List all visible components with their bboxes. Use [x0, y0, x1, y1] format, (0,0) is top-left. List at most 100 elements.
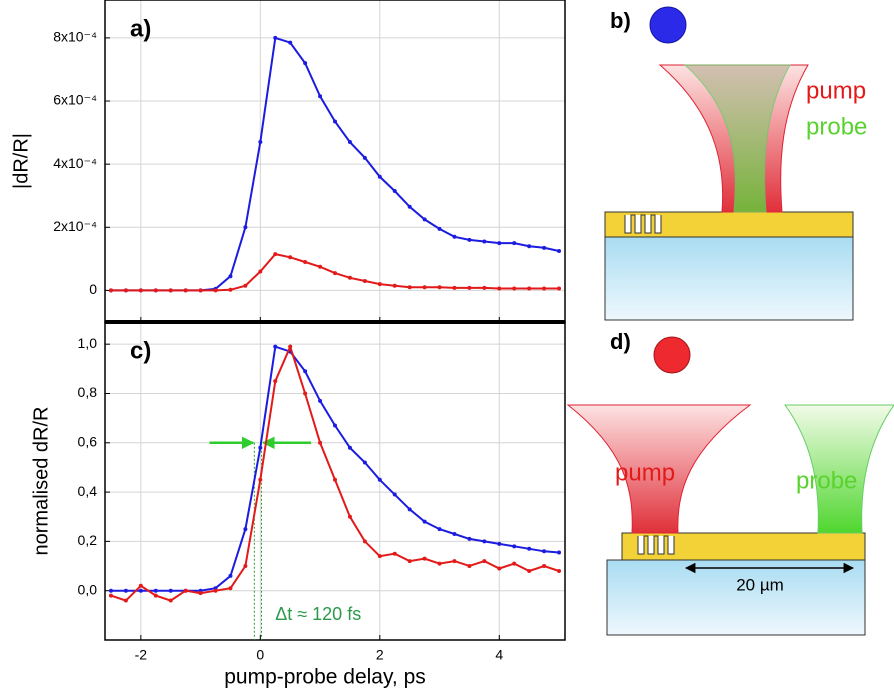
data-point — [258, 140, 263, 145]
data-point — [422, 217, 427, 222]
data-point — [347, 275, 352, 280]
series-group — [108, 343, 562, 603]
data-point — [422, 519, 427, 524]
data-point — [123, 288, 128, 293]
data-point — [392, 551, 397, 556]
data-point — [273, 344, 278, 349]
data-point — [168, 288, 173, 293]
data-point — [527, 546, 532, 551]
probe-label: probe — [796, 467, 857, 494]
data-point — [497, 541, 502, 546]
y-axis-label: |dR/R| — [10, 133, 32, 189]
data-point — [497, 566, 502, 571]
data-point — [318, 94, 323, 99]
grating — [637, 535, 675, 555]
data-point — [377, 174, 382, 179]
data-point — [273, 379, 278, 384]
data-point — [422, 556, 427, 561]
data-point — [318, 264, 323, 269]
x-tick-label: 0 — [256, 647, 264, 663]
y-axis-label: normalised dR/R — [30, 407, 52, 556]
data-point — [228, 287, 233, 292]
data-point — [153, 588, 158, 593]
y-tick-label: 8x10⁻⁴ — [53, 29, 97, 45]
data-point — [557, 248, 562, 253]
data-point — [198, 591, 203, 596]
data-point — [527, 286, 532, 291]
data-point — [228, 573, 233, 578]
data-point — [258, 477, 263, 482]
data-point — [377, 554, 382, 559]
data-point — [333, 477, 337, 482]
data-point — [273, 35, 278, 40]
data-point — [347, 445, 352, 450]
data-point — [482, 239, 487, 244]
x-tick-label: 2 — [376, 647, 384, 663]
data-point — [452, 559, 457, 564]
plot-area — [105, 0, 565, 322]
data-point — [362, 155, 367, 160]
y-tick-label: 0,6 — [78, 433, 98, 449]
data-point — [333, 423, 337, 428]
data-point — [467, 285, 472, 290]
data-point — [512, 561, 517, 566]
data-point — [108, 588, 113, 593]
data-point — [318, 398, 323, 403]
data-point — [437, 285, 442, 290]
data-point — [303, 391, 308, 396]
data-point — [422, 285, 427, 290]
data-point — [482, 285, 487, 290]
data-point — [407, 507, 412, 512]
y-tick-label: 0,8 — [78, 384, 98, 400]
data-point — [557, 550, 562, 555]
data-point — [183, 588, 188, 593]
data-point — [377, 282, 382, 287]
x-axis-label: pump-probe delay, ps — [224, 666, 426, 689]
red-dot — [653, 336, 691, 374]
data-point — [153, 593, 158, 598]
data-point — [452, 532, 457, 536]
data-point — [512, 241, 517, 246]
data-point — [467, 536, 472, 541]
data-point — [288, 344, 293, 349]
data-point — [228, 274, 233, 279]
data-point — [392, 283, 397, 288]
y-tick-label: 0,4 — [78, 483, 98, 499]
data-point — [527, 244, 532, 249]
data-point — [168, 598, 173, 603]
probe-beam — [784, 404, 894, 534]
y-tick-label: 0,0 — [78, 581, 98, 597]
data-point — [138, 288, 143, 293]
x-tick-label: -2 — [135, 647, 148, 663]
data-point — [108, 288, 113, 293]
data-point — [258, 445, 263, 450]
data-point — [168, 588, 173, 593]
y-tick-label: 6x10⁻⁴ — [53, 92, 97, 108]
panel-label: b) — [610, 8, 631, 33]
data-point — [243, 527, 248, 532]
data-point — [362, 539, 367, 544]
grating — [624, 214, 662, 234]
data-point — [288, 255, 293, 260]
data-point — [407, 559, 412, 564]
diagram-b: b) pump probe — [604, 6, 867, 321]
data-point — [362, 278, 367, 283]
plots: 0 2x10⁻⁴ 4x10⁻⁴ 6x10⁻⁴ 8x10⁻⁴ a) |dR/R| -2 0 2 4 0,… — [10, 0, 566, 689]
data-point — [138, 583, 143, 588]
data-point — [138, 588, 143, 593]
data-point — [347, 140, 352, 145]
substrate — [606, 559, 866, 636]
data-point — [303, 369, 308, 374]
data-point — [333, 119, 337, 124]
data-point — [333, 271, 337, 276]
data-point — [542, 286, 547, 291]
panel-label: a) — [130, 15, 151, 42]
y-tick-label: 1,0 — [78, 335, 98, 351]
data-point — [198, 288, 203, 293]
y-tick-label: 4x10⁻⁴ — [53, 155, 97, 171]
data-point — [512, 544, 517, 549]
data-point — [392, 492, 397, 497]
data-point — [407, 204, 412, 209]
